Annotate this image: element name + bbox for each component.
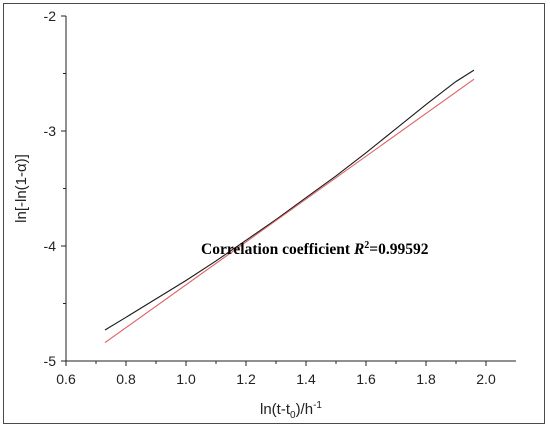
annotation-text: Correlation coefficient [201,241,354,258]
x-ticks: 0.6 0.8 1.0 1.2 1.4 1.6 1.8 2.0 [56,361,496,387]
correlation-annotation: Correlation coefficient R2=0.99592 [201,240,429,258]
y-ticks: -5 -4 -3 -2 [44,8,66,369]
x-axis-title: ln(t-t0)/h-1 [260,400,322,421]
x-tick-label: 0.8 [116,371,136,387]
y-tick-label: -2 [44,8,57,24]
x-axis-title-sub: 0 [290,410,296,421]
series-layer [104,69,475,344]
series-line-data [104,69,475,331]
y-axis-title: ln[-ln(1-α)] [13,154,30,223]
x-tick-label: 2.0 [476,371,496,387]
x-tick-label: 1.0 [176,371,196,387]
chart-svg: 0.6 0.8 1.0 1.2 1.4 1.6 1.8 2.0 -5 -4 -3 -2 ln(t-t… [13,8,516,421]
y-tick-label: -4 [44,238,57,254]
annotation-sup: 2 [364,240,369,251]
chart-figure: 0.6 0.8 1.0 1.2 1.4 1.6 1.8 2.0 -5 -4 -3 -2 ln(t-t… [3,3,545,424]
y-tick-label: -5 [44,353,57,369]
x-tick-label: 0.6 [56,371,76,387]
x-tick-label: 1.8 [416,371,436,387]
annotation-value: =0.99592 [369,241,428,258]
x-axis-title-main: ln(t-t [260,401,291,418]
x-axis-title-tail: )/h [296,401,314,418]
annotation-symbol: R [353,241,364,258]
x-tick-label: 1.4 [296,371,316,387]
series-line-fit [104,78,475,344]
x-axis-title-sup: -1 [313,400,322,411]
axes [65,16,516,362]
x-tick-label: 1.6 [356,371,376,387]
y-tick-label: -3 [44,123,57,139]
x-tick-label: 1.2 [236,371,256,387]
